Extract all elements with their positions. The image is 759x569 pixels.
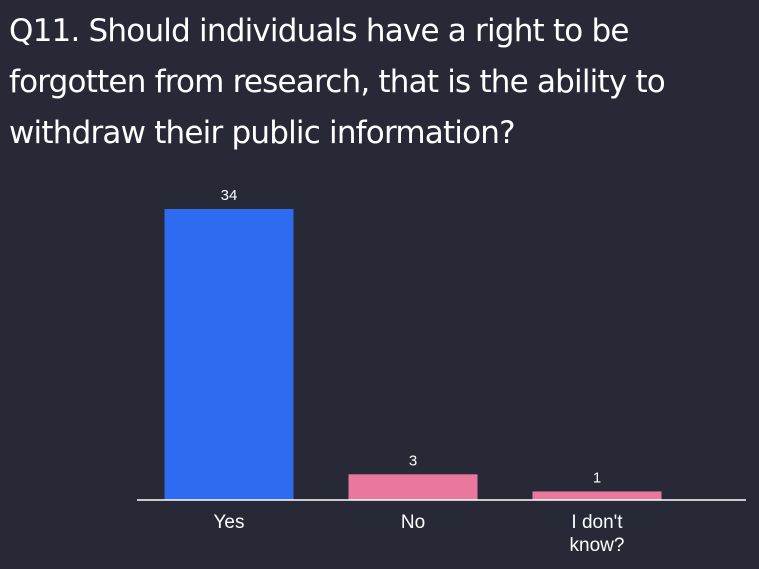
bar-value-label: 1 (593, 469, 601, 486)
category-label-line: No (401, 512, 425, 533)
category-label: I don't know? (570, 512, 625, 556)
bar-value-label: 34 (221, 187, 238, 204)
bar-yes (164, 209, 294, 500)
category-label-line: know? (570, 535, 625, 556)
bar-no (348, 474, 478, 500)
category-label: No (401, 512, 425, 533)
question-title: Q11. Should individuals have a right to … (9, 13, 666, 151)
bar-i-don-t-know (532, 491, 662, 500)
category-label: Yes (214, 512, 245, 533)
bar-value-label: 3 (409, 452, 417, 469)
category-label-line: I don't (571, 512, 623, 533)
category-label-line: Yes (214, 512, 245, 533)
